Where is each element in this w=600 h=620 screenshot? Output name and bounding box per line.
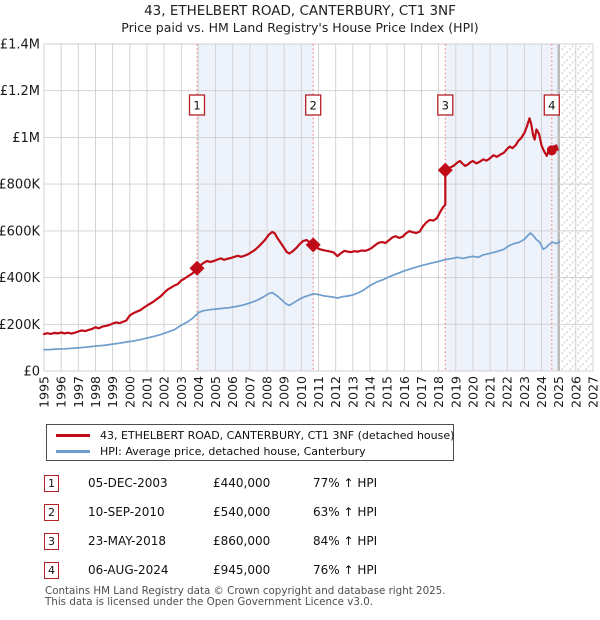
legend-label: 43, ETHELBERT ROAD, CANTERBURY, CT1 3NF … [100, 428, 455, 442]
x-tick-label: 2016 [397, 376, 412, 408]
legend-label: HPI: Average price, detached house, Cant… [100, 444, 366, 458]
x-tick-label: 2025 [551, 376, 566, 408]
y-tick-label: £200K [0, 318, 40, 333]
page-title: 43, ETHELBERT ROAD, CANTERBURY, CT1 3NF [144, 3, 456, 19]
svg-text:4: 4 [548, 99, 555, 113]
x-tick-label: 2009 [277, 376, 292, 408]
x-tick-label: 2026 [568, 376, 583, 408]
x-tick-label: 1997 [71, 376, 86, 408]
x-tick-label: 2018 [431, 376, 446, 408]
table-row: 3 23-MAY-2018 £860,000 84% ↑ HPI [0, 533, 600, 551]
transaction-flag-2: 2 [305, 94, 322, 116]
price-line-swatch [56, 433, 90, 437]
x-tick-label: 2020 [465, 376, 480, 408]
transaction-flag-3: 3 [437, 94, 454, 116]
y-tick-label: £1M [12, 131, 40, 146]
transaction-number-badge: 1 [44, 475, 59, 492]
x-tick-label: 2005 [208, 376, 223, 408]
transaction-number-badge: 4 [44, 562, 59, 579]
x-tick-label: 1995 [37, 376, 52, 408]
transaction-date: 23-MAY-2018 [88, 534, 167, 548]
footer-line-2: This data is licensed under the Open Gov… [45, 596, 374, 608]
x-axis-tick-labels: 1995 1996 1997 1998 1999 2000 2001 2002 2003 2004… [37, 376, 600, 408]
transaction-flag-1: 1 [188, 94, 206, 116]
transaction-number-badge: 2 [44, 504, 59, 521]
x-tick-label: 2014 [363, 376, 378, 408]
transaction-vs-hpi: 63% ↑ HPI [313, 505, 378, 519]
transaction-price: £540,000 [213, 505, 271, 519]
x-tick-label: 2017 [414, 376, 429, 408]
x-tick-label: 2027 [586, 376, 600, 408]
y-tick-label: £600K [0, 224, 40, 239]
x-tick-label: 2003 [174, 376, 189, 408]
transaction-price: £945,000 [213, 563, 271, 577]
y-tick-label: £800K [0, 178, 40, 193]
x-tick-label: 2019 [448, 376, 463, 408]
table-row: 1 05-DEC-2003 £440,000 77% ↑ HPI [0, 475, 600, 493]
x-tick-label: 2012 [328, 376, 343, 408]
x-tick-label: 2006 [225, 376, 240, 408]
hpi-ownership-bands [197, 44, 559, 371]
hpi-line-swatch [56, 449, 90, 453]
x-tick-label: 2011 [311, 376, 326, 408]
transaction-price: £440,000 [213, 476, 271, 490]
y-tick-label: £400K [0, 271, 40, 286]
x-tick-label: 2024 [534, 376, 549, 408]
page-subtitle: Price paid vs. HM Land Registry's House … [121, 20, 479, 35]
transaction-number-badge: 3 [44, 533, 59, 550]
transaction-vs-hpi: 84% ↑ HPI [313, 534, 378, 548]
legend-item-price-paid: 43, ETHELBERT ROAD, CANTERBURY, CT1 3NF … [47, 427, 454, 443]
x-tick-label: 1999 [105, 376, 120, 408]
grid-lines [43, 43, 594, 372]
legend-item-hpi: HPI: Average price, detached house, Cant… [47, 443, 366, 459]
x-tick-label: 2001 [139, 376, 154, 408]
svg-text:2: 2 [310, 99, 317, 113]
transaction-date: 05-DEC-2003 [88, 476, 168, 490]
x-tick-label: 2004 [191, 376, 206, 408]
transaction-vs-hpi: 76% ↑ HPI [313, 563, 378, 577]
x-tick-label: 2000 [122, 376, 137, 408]
svg-text:1: 1 [193, 99, 200, 113]
price-history-chart: 1 2 3 4 £0 £200K £400K £600K £800K £1M £1.2M £1.4M… [0, 38, 600, 408]
chart-legend: 43, ETHELBERT ROAD, CANTERBURY, CT1 3NF … [46, 424, 454, 461]
x-tick-label: 2023 [517, 376, 532, 408]
transaction-flag-4: 4 [543, 94, 560, 116]
x-tick-label: 1998 [88, 376, 103, 408]
x-tick-label: 2010 [294, 376, 309, 408]
x-tick-label: 2015 [380, 376, 395, 408]
transaction-vs-hpi: 77% ↑ HPI [313, 476, 378, 490]
transaction-date: 10-SEP-2010 [88, 505, 165, 519]
footer-line-1: Contains HM Land Registry data © Crown c… [45, 585, 446, 597]
y-tick-label: £0 [23, 365, 40, 380]
y-tick-label: £1.4M [0, 38, 40, 53]
transaction-number-boxes: 1 2 3 4 [188, 94, 560, 116]
x-tick-label: 2002 [157, 376, 172, 408]
license-footer: Contains HM Land Registry data © Crown c… [45, 586, 585, 608]
x-tick-label: 1996 [54, 376, 69, 408]
x-tick-label: 2013 [345, 376, 360, 408]
x-tick-label: 2007 [242, 376, 257, 408]
x-tick-label: 2008 [260, 376, 275, 408]
y-axis-tick-labels: £0 £200K £400K £600K £800K £1M £1.2M £1.4M [0, 38, 40, 380]
x-tick-label: 2022 [500, 376, 515, 408]
x-tick-label: 2021 [483, 376, 498, 408]
transaction-price: £860,000 [213, 534, 271, 548]
table-row: 4 06-AUG-2024 £945,000 76% ↑ HPI [0, 562, 600, 580]
transaction-date: 06-AUG-2024 [88, 563, 169, 577]
svg-text:3: 3 [442, 99, 449, 113]
y-tick-label: £1.2M [0, 84, 40, 99]
table-row: 2 10-SEP-2010 £540,000 63% ↑ HPI [0, 504, 600, 522]
